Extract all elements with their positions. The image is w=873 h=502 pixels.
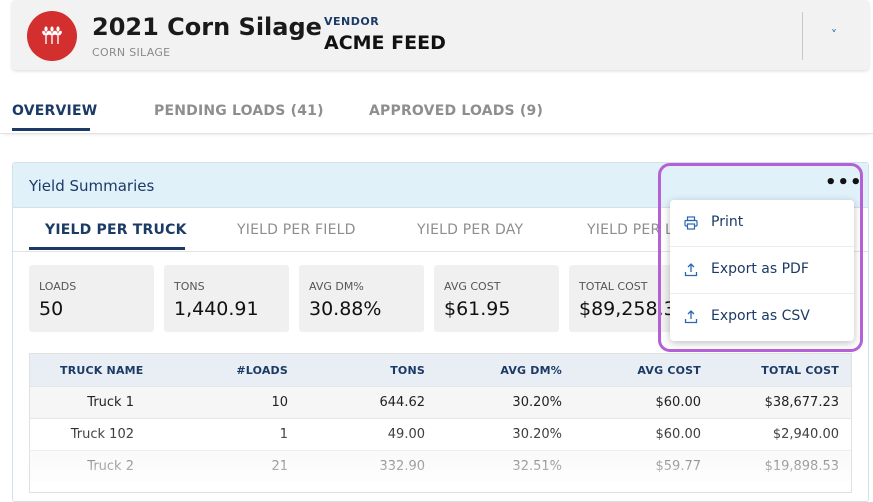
cell-total-cost: $38,677.23 bbox=[764, 395, 839, 410]
tab-approved-loads[interactable]: APPROVED LOADS (9) bbox=[369, 103, 544, 119]
header-divider bbox=[802, 12, 803, 60]
wheat-icon bbox=[42, 26, 62, 44]
menu-item-print[interactable]: Print bbox=[670, 200, 854, 247]
cell-loads: 10 bbox=[271, 395, 288, 410]
yield-summaries-header: Yield Summaries ••• bbox=[13, 163, 868, 208]
stat-tons: TONS 1,440.91 bbox=[164, 265, 289, 332]
yield-table: TRUCK NAME #LOADS TONS AVG DM% AVG COST … bbox=[29, 353, 852, 493]
col-total-cost[interactable]: TOTAL COST bbox=[761, 364, 839, 377]
stat-avg-cost: AVG COST $61.95 bbox=[434, 265, 559, 332]
stat-loads: LOADS 50 bbox=[29, 265, 154, 332]
cell-avg-dm: 32.51% bbox=[512, 459, 562, 474]
stat-label: TONS bbox=[174, 280, 205, 293]
menu-item-export-pdf[interactable]: Export as PDF bbox=[670, 247, 854, 294]
tab-yield-per-field[interactable]: YIELD PER FIELD bbox=[237, 222, 356, 238]
table-header: TRUCK NAME #LOADS TONS AVG DM% AVG COST … bbox=[30, 354, 851, 386]
cell-tons: 49.00 bbox=[387, 427, 425, 442]
tab-yield-per-day[interactable]: YIELD PER DAY bbox=[417, 222, 524, 238]
table-row[interactable]: Truck 2 21 332.90 32.51% $59.77 $19,898.… bbox=[30, 450, 851, 482]
more-options-icon[interactable]: ••• bbox=[825, 172, 863, 193]
stat-value: 1,440.91 bbox=[174, 298, 259, 320]
yield-tabs: YIELD PER TRUCK YIELD PER FIELD YIELD PE… bbox=[13, 208, 868, 252]
tab-yield-per-l[interactable]: YIELD PER L bbox=[587, 222, 674, 238]
upload-icon bbox=[684, 263, 698, 277]
cell-tons: 332.90 bbox=[379, 459, 426, 474]
cell-loads: 21 bbox=[271, 459, 288, 474]
col-avg-dm[interactable]: AVG DM% bbox=[500, 364, 562, 377]
stat-label: AVG COST bbox=[444, 280, 501, 293]
stat-value: $89,258.3 bbox=[579, 298, 676, 320]
table-row[interactable]: Truck 1 10 644.62 30.20% $60.00 $38,677.… bbox=[30, 386, 851, 418]
col-tons[interactable]: TONS bbox=[390, 364, 425, 377]
tab-overview[interactable]: OVERVIEW bbox=[12, 103, 98, 119]
printer-icon bbox=[684, 216, 698, 230]
cell-total-cost: $2,940.00 bbox=[772, 427, 839, 442]
active-subtab-indicator bbox=[29, 247, 185, 250]
stat-label: LOADS bbox=[39, 280, 77, 293]
stat-avg-dm: AVG DM% 30.88% bbox=[299, 265, 424, 332]
cell-avg-cost: $59.77 bbox=[655, 459, 702, 474]
menu-label: Export as CSV bbox=[711, 308, 810, 324]
cell-avg-cost: $60.00 bbox=[655, 427, 702, 442]
stat-value: 30.88% bbox=[309, 298, 382, 320]
active-tab-indicator bbox=[12, 128, 90, 131]
cell-total-cost: $19,898.53 bbox=[764, 459, 839, 474]
table-row[interactable]: Truck 102 1 49.00 30.20% $60.00 $2,940.0… bbox=[30, 418, 851, 450]
chevron-down-icon[interactable]: ˅ bbox=[831, 28, 837, 42]
vendor-label: VENDOR bbox=[324, 15, 380, 28]
cell-loads: 1 bbox=[279, 427, 288, 442]
crop-title: 2021 Corn Silage bbox=[92, 13, 322, 41]
vendor-name: ACME FEED bbox=[324, 32, 446, 54]
stat-value: 50 bbox=[39, 298, 64, 320]
cell-truck-name: Truck 1 bbox=[87, 395, 134, 410]
stat-label: TOTAL COST bbox=[579, 280, 648, 293]
menu-label: Export as PDF bbox=[711, 261, 809, 277]
cell-avg-cost: $60.00 bbox=[655, 395, 702, 410]
cell-truck-name: Truck 2 bbox=[87, 459, 134, 474]
menu-item-export-csv[interactable]: Export as CSV bbox=[670, 294, 854, 341]
stat-total-cost: TOTAL COST $89,258.3 bbox=[569, 265, 679, 332]
tab-pending-loads[interactable]: PENDING LOADS (41) bbox=[154, 103, 324, 119]
col-loads[interactable]: #LOADS bbox=[236, 364, 288, 377]
cell-avg-dm: 30.20% bbox=[512, 395, 562, 410]
crop-header: 2021 Corn Silage CORN SILAGE VENDOR ACME… bbox=[12, 0, 869, 70]
upload-icon bbox=[684, 310, 698, 324]
main-tabs: OVERVIEW PENDING LOADS (41) APPROVED LOA… bbox=[0, 90, 873, 134]
cell-tons: 644.62 bbox=[379, 395, 426, 410]
crop-avatar bbox=[27, 11, 77, 61]
yield-summaries-title: Yield Summaries bbox=[29, 177, 155, 195]
crop-subtitle: CORN SILAGE bbox=[92, 46, 171, 59]
cell-avg-dm: 30.20% bbox=[512, 427, 562, 442]
stat-label: AVG DM% bbox=[309, 280, 364, 293]
menu-label: Print bbox=[711, 214, 744, 230]
stat-value: $61.95 bbox=[444, 298, 511, 320]
col-avg-cost[interactable]: AVG COST bbox=[637, 364, 701, 377]
cell-truck-name: Truck 102 bbox=[70, 427, 134, 442]
col-truck-name[interactable]: TRUCK NAME bbox=[60, 364, 144, 377]
tab-yield-per-truck[interactable]: YIELD PER TRUCK bbox=[45, 222, 187, 238]
export-menu: Print Export as PDF Export as CSV bbox=[670, 200, 854, 341]
